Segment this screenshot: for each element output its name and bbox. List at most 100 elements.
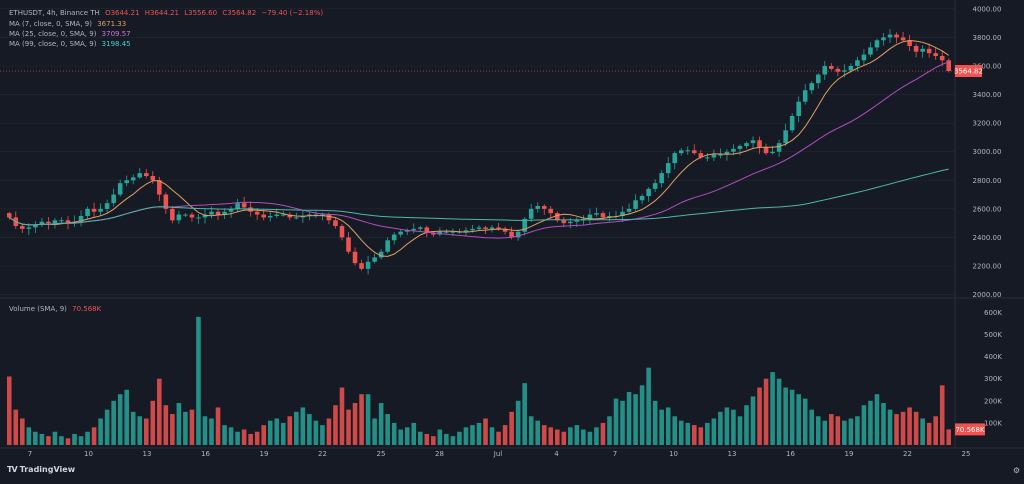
candle-body (85, 208, 90, 216)
candle-body (261, 214, 266, 218)
volume-bar (346, 409, 351, 445)
time-tick-label: 22 (318, 450, 327, 458)
candle-body (776, 143, 782, 152)
volume-bar (130, 411, 136, 445)
candle-body (535, 206, 541, 209)
price-tick-label: 2000.00 (973, 291, 1002, 299)
legend-ma25[interactable]: MA (25, close, 0, SMA, 9) 3709.57 (9, 30, 134, 38)
candle-body (91, 208, 97, 212)
legend-ma99[interactable]: MA (99, close, 0, SMA, 9) 3198.45 (9, 40, 134, 48)
candle-body (130, 177, 136, 181)
volume-bar (887, 409, 893, 445)
candle-body (913, 46, 919, 52)
volume-bar (855, 416, 860, 445)
volume-bar (587, 431, 593, 445)
volume-bar (339, 387, 345, 445)
axes: 4000.00 3800.00 3600.00 3400.00 3200.00 3000.… (28, 5, 1003, 458)
volume-bar (424, 433, 430, 445)
volume-bar (848, 418, 854, 445)
volume-bar (796, 394, 801, 445)
volume-bar (254, 431, 260, 445)
candle-body (411, 228, 417, 231)
volume-bar (731, 409, 736, 445)
candle-body (763, 147, 769, 154)
volume-bar (744, 405, 749, 445)
candle-body (744, 143, 749, 146)
volume-bar (835, 416, 841, 445)
volume-bar (307, 414, 312, 445)
candle-body (489, 227, 495, 229)
volume-bar (326, 418, 332, 445)
volume-bars (6, 316, 952, 445)
volume-bar (404, 427, 410, 445)
candle-body (267, 216, 273, 218)
volume-bar (294, 411, 299, 445)
legend-volume[interactable]: Volume (SMA, 9) 70.568K (9, 305, 104, 313)
candle-body (528, 208, 534, 219)
candle-body (907, 40, 912, 46)
price-tick-label: 3000.00 (973, 148, 1002, 156)
candle-body (483, 227, 488, 229)
candle-body (104, 203, 110, 209)
volume-bar (26, 427, 32, 445)
tradingview-logo[interactable]: TV TradingView (7, 465, 75, 474)
price-tick-label: 2400.00 (973, 234, 1002, 242)
last-price-badge (955, 65, 982, 78)
candle-body (665, 163, 671, 174)
volume-bar (842, 420, 847, 445)
candle-body (20, 226, 25, 229)
candle-body (594, 213, 599, 215)
candle-body (881, 37, 886, 41)
candle-body (685, 150, 691, 152)
volume-value: 70.568K (72, 305, 102, 313)
legend-ma7[interactable]: MA (7, close, 0, SMA, 9) 3671.33 (9, 20, 129, 28)
moving-averages (0, 39, 955, 257)
volume-bar (463, 427, 469, 445)
volume-bar (222, 425, 227, 445)
volume-bar (143, 418, 149, 445)
volume-bar (359, 394, 364, 445)
volume-bar (450, 436, 456, 445)
volume-bar (391, 422, 397, 445)
candle-body (946, 60, 952, 72)
candle-body (398, 231, 403, 235)
volume-bar (757, 387, 762, 445)
candle-body (385, 240, 390, 252)
settings-gear-icon[interactable]: ⚙ (1012, 466, 1020, 475)
candle-body (652, 183, 658, 189)
volume-bar (437, 429, 443, 445)
volume-bar (561, 431, 567, 445)
volume-bar (698, 427, 704, 445)
ohlc-close: C3564.82 (222, 9, 257, 17)
candle-body (659, 173, 664, 184)
ma99-label: MA (99, close, 0, SMA, 9) (9, 40, 97, 48)
volume-bar (783, 387, 788, 445)
candle-body (894, 34, 899, 38)
candle-body (33, 224, 38, 228)
candle-body (417, 227, 423, 229)
candle-body (365, 261, 371, 269)
price-tick-label: 2600.00 (973, 205, 1002, 213)
volume-bar (378, 403, 384, 445)
volume-bar (320, 425, 325, 445)
candle-body (98, 208, 103, 212)
volume-bar (78, 436, 84, 445)
candle-body (424, 227, 430, 234)
candle-body (678, 150, 684, 154)
ma25-value: 3709.57 (101, 30, 131, 38)
volume-bar (665, 407, 671, 445)
volume-tick-label: 200K (984, 397, 1002, 405)
volume-bar (59, 436, 64, 445)
candle-body (52, 220, 58, 224)
candle-body (339, 226, 345, 238)
volume-bar (776, 378, 782, 445)
candle-body (241, 203, 247, 208)
ma99-line (9, 168, 949, 226)
volume-bar (705, 422, 710, 445)
candle-body (848, 66, 854, 71)
volume-bar (365, 394, 371, 445)
volume-bar (913, 411, 919, 445)
